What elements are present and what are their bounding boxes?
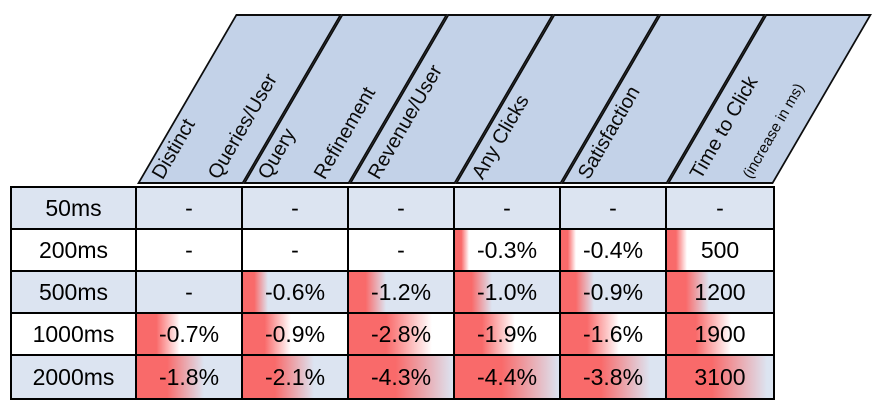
data-cell: -1.9% [455,314,561,356]
value-bar [455,314,516,354]
cell-value: - [397,236,405,263]
data-cell: -1.2% [349,272,455,314]
value-bar [349,356,453,398]
value-bar [137,314,180,354]
cell-value: -4.3% [370,363,432,390]
data-cell: - [349,230,455,272]
value-bar [561,230,576,270]
cell-value: -1.2% [370,278,432,305]
cell-value: - [291,194,299,221]
data-cell: - [137,230,243,272]
cell-value: -2.1% [264,363,326,390]
cell-value: - [291,236,299,263]
data-cell: - [137,272,243,314]
cell-value: 1900 [694,320,746,347]
data-cell: - [455,188,561,230]
value-bar [349,314,433,354]
table-row: 1000ms -0.7% -0.9% -2.8% -1.9% -1.6% 1900 [12,314,773,356]
data-cell: -0.4% [561,230,667,272]
data-cell: -1.0% [455,272,561,314]
data-cell: 1900 [667,314,773,356]
cell-value: -1.9% [476,320,538,347]
value-bar [667,272,710,312]
data-cell: 500 [667,230,773,272]
row-label-cell: 200ms [12,230,137,272]
value-bar [667,356,767,398]
data-cell: -2.1% [243,356,349,398]
row-label: 200ms [38,236,109,263]
data-cell: -1.6% [561,314,667,356]
data-table-body: 50ms - - - - - - 200ms - - - -0.3% -0.4% 500 500ms - -0.… [10,186,775,400]
value-bar [667,314,731,354]
data-cell: -2.8% [349,314,455,356]
table-row: 500ms - -0.6% -1.2% -1.0% -0.9% 1200 [12,272,773,314]
row-label-cell: 50ms [12,188,137,230]
cell-value: 3100 [694,363,746,390]
cell-value: -3.8% [582,363,644,390]
cell-value: -0.9% [582,278,644,305]
data-cell: -1.8% [137,356,243,398]
row-label-cell: 2000ms [12,356,137,398]
cell-value: -0.4% [582,236,644,263]
value-bar [243,314,291,354]
row-label: 1000ms [32,320,115,347]
cell-value: -2.8% [370,320,432,347]
table-row: 200ms - - - -0.3% -0.4% 500 [12,230,773,272]
cell-value: -1.6% [582,320,644,347]
table-row: 50ms - - - - - - [12,188,773,230]
data-cell: - [349,188,455,230]
value-bar [561,356,651,398]
cell-value: - [185,278,193,305]
cell-value: -0.6% [264,278,326,305]
row-label-cell: 500ms [12,272,137,314]
data-cell: - [243,188,349,230]
row-label-cell: 1000ms [12,314,137,356]
data-cell: -0.9% [243,314,349,356]
data-cell: - [243,230,349,272]
row-label: 50ms [45,194,102,221]
data-cell: -4.4% [455,356,561,398]
cell-value: -0.9% [264,320,326,347]
row-label: 2000ms [32,363,115,390]
data-cell: 1200 [667,272,773,314]
data-cell: -0.7% [137,314,243,356]
data-cell: - [137,188,243,230]
cell-value: - [185,236,193,263]
value-bar [455,356,559,398]
cell-value: -1.0% [476,278,538,305]
value-bar [667,230,688,270]
value-bar [243,272,268,312]
data-cell: -0.9% [561,272,667,314]
data-cell: -4.3% [349,356,455,398]
cell-value: -0.3% [476,236,538,263]
cell-value: 1200 [694,278,746,305]
value-bar [455,230,469,270]
cell-value: -0.7% [158,320,220,347]
cell-value: -1.8% [158,363,220,390]
row-label: 500ms [38,278,109,305]
cell-value: - [185,194,193,221]
data-cell: -0.6% [243,272,349,314]
data-cell: - [667,188,773,230]
value-bar [243,356,314,398]
data-cell: 3100 [667,356,773,398]
data-cell: -0.3% [455,230,561,272]
cell-value: - [503,194,511,221]
value-bar [349,272,387,312]
value-bar [137,356,204,398]
value-bar [455,272,493,312]
cell-value: - [716,194,724,221]
value-bar [561,272,595,312]
cell-value: - [397,194,405,221]
data-cell: -3.8% [561,356,667,398]
value-bar [561,314,620,354]
cell-value: - [609,194,617,221]
cell-value: 500 [700,236,740,263]
cell-value: -4.4% [476,363,538,390]
data-cell: - [561,188,667,230]
table-row: 2000ms -1.8% -2.1% -4.3% -4.4% -3.8% 3100 [12,356,773,398]
